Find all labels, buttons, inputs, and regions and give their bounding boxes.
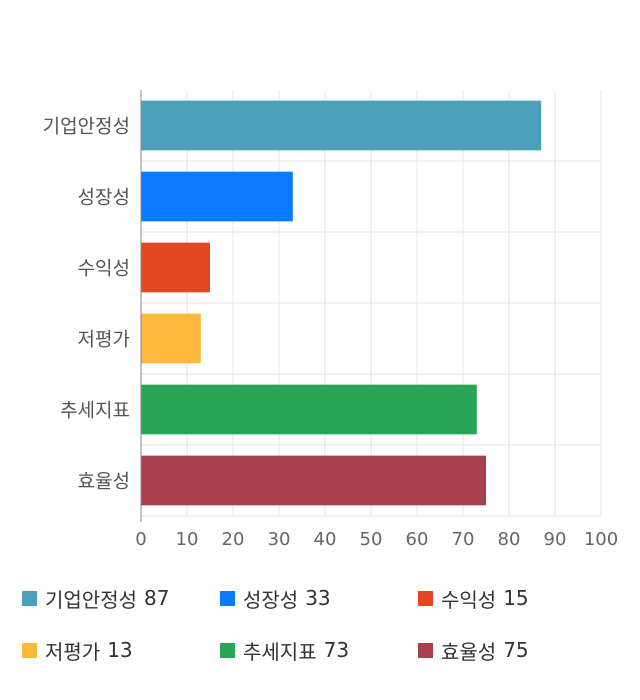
legend-value: 13 <box>107 638 133 662</box>
legend-swatch <box>418 590 433 606</box>
x-tick-label: 70 <box>452 529 475 550</box>
x-tick-label: 80 <box>498 529 521 550</box>
legend-value: 33 <box>305 586 331 610</box>
legend-value: 73 <box>323 638 350 662</box>
legend-label: 성장성 <box>243 587 299 612</box>
bar <box>141 384 477 435</box>
legend-value: 75 <box>503 638 529 662</box>
y-tick-label: 추세지표 <box>60 400 130 422</box>
legend-item: 효율성 75 <box>418 636 529 664</box>
y-tick-label: 저평가 <box>78 329 130 351</box>
legend-value: 15 <box>503 586 529 610</box>
legend-item: 수익성 15 <box>418 584 529 612</box>
bar <box>141 455 486 506</box>
legend-label: 효율성 <box>441 639 497 664</box>
legend-item: 저평가 13 <box>22 636 133 664</box>
legend-swatch <box>22 590 37 606</box>
legend-item: 기업안정성 87 <box>22 584 169 612</box>
x-tick-label: 90 <box>544 529 567 550</box>
legend-label: 수익성 <box>441 587 497 612</box>
legend-swatch <box>220 590 235 606</box>
x-tick-label: 30 <box>268 529 291 550</box>
legend-item: 성장성 33 <box>220 584 331 612</box>
legend-swatch <box>22 642 37 658</box>
x-tick-label: 0 <box>135 529 146 550</box>
legend-label: 추세지표 <box>243 639 317 664</box>
bar <box>141 100 542 151</box>
legend-label: 저평가 <box>45 639 101 664</box>
legend-value: 87 <box>144 586 170 610</box>
y-tick-label: 수익성 <box>78 258 130 280</box>
legend-swatch <box>220 642 235 658</box>
bar <box>141 313 201 364</box>
x-tick-label: 40 <box>314 529 337 550</box>
y-tick-label: 효율성 <box>78 471 130 493</box>
x-tick-label: 10 <box>176 529 199 550</box>
legend-swatch <box>418 642 433 658</box>
x-tick-label: 100 <box>584 529 618 550</box>
y-tick-label: 기업안정성 <box>43 116 130 138</box>
legend-item: 추세지표 73 <box>220 636 349 664</box>
y-tick-label: 성장성 <box>78 187 130 209</box>
bar <box>141 242 210 293</box>
x-tick-label: 50 <box>360 529 383 550</box>
x-tick-label: 60 <box>406 529 429 550</box>
bar <box>141 171 293 222</box>
legend-label: 기업안정성 <box>45 587 137 612</box>
x-tick-label: 20 <box>222 529 245 550</box>
